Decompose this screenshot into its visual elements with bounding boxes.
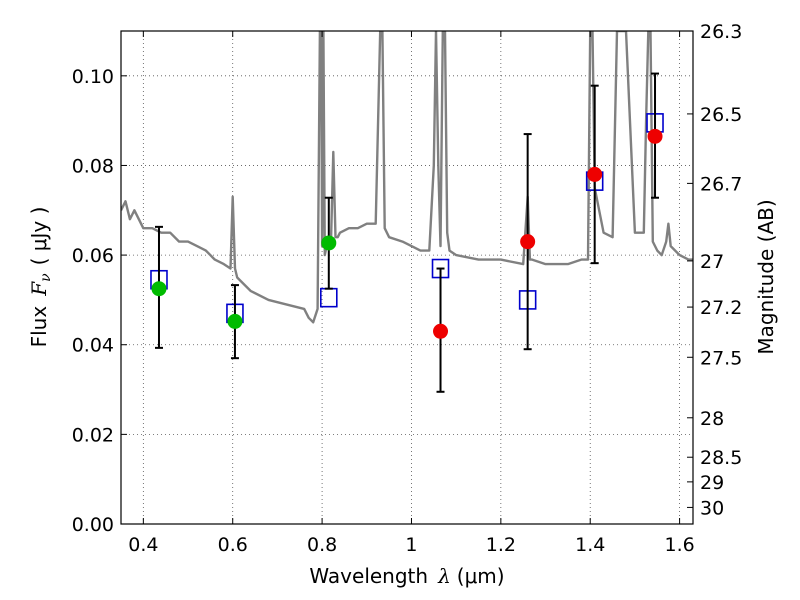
observed-point-green (151, 281, 167, 297)
y-tick-label: 0.08 (72, 155, 114, 177)
x-axis-label: Wavelength λ (μm) (309, 564, 504, 588)
plot-background (121, 31, 693, 524)
x-tick-label: 0.6 (218, 534, 248, 556)
model-spectrum-line (121, 31, 693, 324)
y2-tick-label: 28.5 (700, 447, 742, 469)
y-tick-label: 0.00 (72, 514, 114, 536)
y2-tick-label: 27 (700, 251, 724, 273)
plot-frame (120, 30, 694, 525)
y2-tick-label: 26.5 (700, 104, 742, 126)
y2-tick-label: 27.5 (700, 347, 742, 369)
x-tick-label: 1 (405, 534, 417, 556)
y2-tick-label: 27.2 (700, 297, 742, 319)
observed-point-red (587, 166, 603, 182)
axes-ticks: 0.4 0.6 0.8 1 1.2 1.4 1.6 0.00 0.02 0.04 0.06 0.08 0… (72, 21, 743, 556)
y2-tick-label: 26.3 (700, 21, 742, 43)
x-tick-label: 1.6 (664, 534, 694, 556)
y-tick-label: 0.02 (72, 424, 114, 446)
y-tick-label: 0.10 (72, 66, 114, 88)
y2-tick-label: 29 (700, 472, 724, 494)
y-tick-label: 0.06 (72, 245, 114, 267)
observed-point-green (321, 235, 337, 251)
y-tick-label: 0.04 (72, 335, 114, 357)
y2-tick-label: 28 (700, 408, 724, 430)
observed-point-red (647, 128, 663, 144)
observed-point-red (433, 323, 449, 339)
observed-point-red (520, 234, 536, 250)
observed-point-green (227, 313, 243, 329)
y2-tick-label: 26.7 (700, 173, 742, 195)
y-axis-label: FluxFν( μJy ) (27, 207, 54, 348)
x-tick-label: 0.4 (128, 534, 158, 556)
y2-axis-label: Magnitude (AB) (754, 199, 778, 354)
x-tick-label: 0.8 (307, 534, 337, 556)
plot-area (121, 31, 693, 393)
x-tick-label: 1.4 (575, 534, 605, 556)
y2-tick-label: 30 (700, 497, 724, 519)
x-tick-label: 1.2 (486, 534, 516, 556)
